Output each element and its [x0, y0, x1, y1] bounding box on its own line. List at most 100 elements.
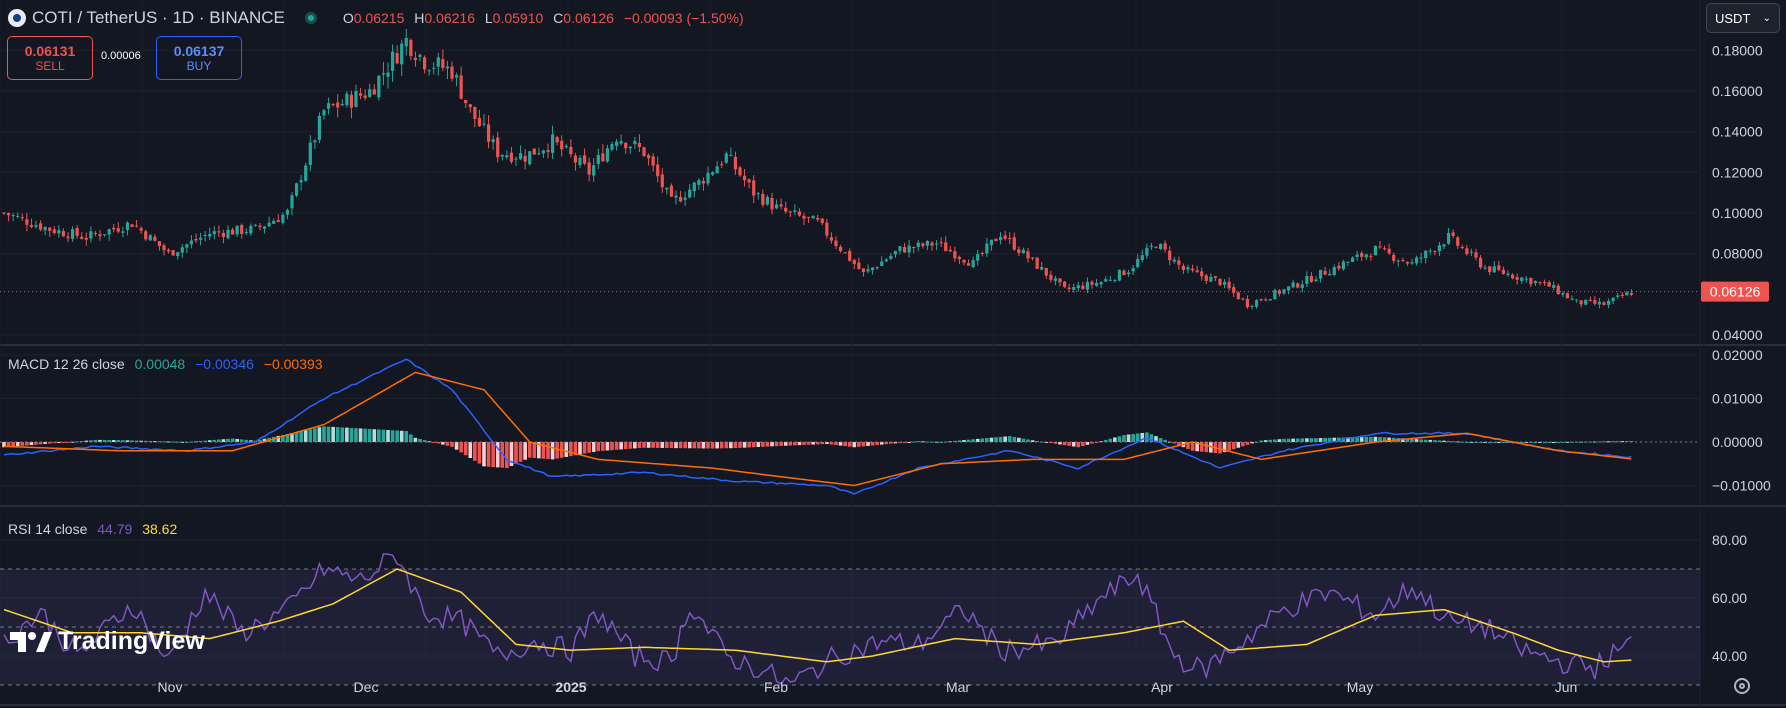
candle-body	[1565, 293, 1570, 299]
macd-histogram-bar	[335, 427, 340, 442]
sell-button[interactable]: 0.06131 SELL	[7, 36, 93, 80]
macd-histogram-bar	[262, 438, 267, 442]
macd-histogram-bar	[6, 442, 11, 447]
macd-histogram-bar	[1067, 442, 1071, 446]
macd-histogram-bar	[1378, 437, 1382, 442]
currency-selector[interactable]: USDT ⌄	[1706, 3, 1780, 33]
candle-body	[1154, 247, 1158, 249]
macd-histogram-bar	[582, 442, 587, 454]
candle-body	[665, 187, 669, 190]
macd-histogram-bar	[989, 437, 994, 442]
macd-histogram-bar	[724, 442, 729, 449]
macd-histogram-bar	[367, 428, 372, 442]
macd-histogram-bar	[294, 432, 299, 442]
candle-body	[1094, 283, 1099, 286]
candle-body	[98, 234, 102, 237]
macd-histogram-bar	[38, 442, 43, 445]
macd-histogram-bar	[765, 442, 770, 447]
candle-body	[240, 225, 244, 234]
candle-body	[294, 183, 299, 196]
macd-histogram-bar	[1446, 440, 1451, 442]
candle-body	[322, 110, 326, 116]
macd-histogram-bar	[1451, 441, 1455, 443]
symbol-title[interactable]: COTI / TetherUS · 1D · BINANCE	[32, 8, 285, 27]
macd-histogram-bar	[358, 428, 363, 442]
candle-body	[1277, 290, 1282, 294]
macd-histogram-bar	[1222, 442, 1227, 453]
macd-histogram-bar	[230, 438, 235, 442]
macd-histogram-bar	[847, 442, 852, 447]
candle-body	[176, 252, 180, 257]
macd-histogram-bar	[1419, 439, 1423, 442]
macd-histogram-bar	[427, 441, 431, 443]
macd-histogram-bar	[221, 439, 226, 442]
candle-body	[1035, 257, 1039, 269]
macd-histogram-bar	[1273, 439, 1277, 442]
macd-axis-label: −0.01000	[1712, 478, 1771, 494]
candle-body	[806, 216, 811, 218]
macd-histogram-bar	[889, 442, 893, 444]
candle-body	[1584, 299, 1588, 305]
macd-histogram-bar	[619, 442, 623, 450]
candle-body	[1442, 244, 1446, 247]
candle-body	[454, 75, 459, 78]
rsi-axis-label: 60.00	[1712, 590, 1747, 606]
chart-settings-icon[interactable]	[1734, 678, 1750, 694]
macd-histogram-bar	[546, 442, 550, 460]
macd-histogram-bar	[1286, 438, 1291, 442]
candle-body	[1040, 266, 1044, 270]
candle-body	[683, 197, 687, 200]
macd-histogram-bar	[1154, 436, 1158, 442]
candle-body	[1625, 292, 1629, 296]
macd-histogram-bar	[1131, 433, 1135, 442]
macd-histogram-bar	[669, 442, 674, 449]
rsi-legend[interactable]: RSI 14 close 44.79 38.62	[8, 521, 178, 537]
candle-body	[793, 210, 797, 212]
macd-histogram-bar	[326, 426, 331, 442]
candle-body	[893, 251, 898, 255]
candle-body	[1355, 254, 1359, 258]
macd-histogram-bar	[783, 442, 788, 446]
macd-histogram-bar	[390, 430, 395, 442]
macd-histogram-bar	[505, 442, 509, 469]
macd-histogram-bar	[1300, 438, 1305, 442]
macd-histogram-bar	[1602, 441, 1606, 443]
time-axis-label: May	[1347, 679, 1373, 695]
macd-histogram-bar	[235, 438, 239, 442]
macd-histogram-bar	[15, 442, 20, 447]
candle-body	[1410, 262, 1414, 264]
macd-histogram-bar	[1387, 437, 1391, 442]
candle-body	[189, 240, 194, 245]
macd-legend[interactable]: MACD 12 26 close 0.00048 −0.00346 −0.003…	[8, 356, 323, 372]
candle-body	[445, 66, 450, 69]
macd-histogram-bar	[102, 439, 107, 442]
candle-body	[880, 261, 884, 267]
chevron-down-icon: ⌄	[1762, 12, 1771, 24]
candle-body	[1437, 245, 1442, 252]
macd-signal-line	[3, 371, 1632, 487]
candle-body	[1227, 281, 1231, 289]
macd-histogram-bar	[422, 440, 427, 442]
macd-histogram-bar	[1268, 439, 1273, 442]
macd-histogram-bar	[20, 442, 25, 446]
candle-body	[770, 197, 774, 210]
buy-button[interactable]: 0.06137 BUY	[156, 36, 242, 80]
candle-body	[1181, 265, 1186, 270]
candle-body	[212, 231, 216, 235]
candle-body	[226, 229, 230, 239]
macd-histogram-bar	[303, 430, 308, 442]
candle-body	[966, 263, 971, 266]
macd-histogram-bar	[1442, 440, 1446, 442]
candle-body	[6, 212, 11, 216]
candle-body	[1360, 252, 1364, 257]
macd-histogram-bar	[249, 440, 253, 442]
candle-body	[523, 155, 527, 162]
candle-body	[656, 164, 660, 177]
candle-body	[299, 180, 303, 183]
candle-body	[1547, 282, 1551, 287]
symbol-header: COTI / TetherUS · 1D · BINANCE O0.06215 …	[8, 7, 744, 29]
candle-body	[957, 256, 962, 260]
candle-body	[569, 146, 573, 155]
candle-body	[528, 151, 532, 165]
